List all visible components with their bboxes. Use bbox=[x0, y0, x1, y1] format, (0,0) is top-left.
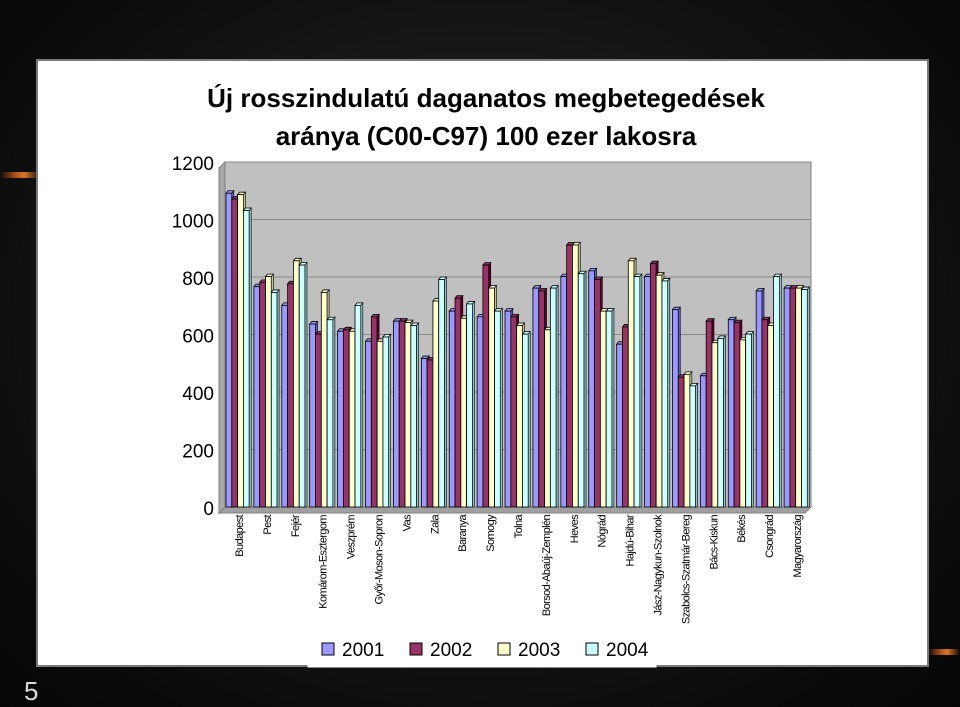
plot-area bbox=[217, 160, 813, 515]
legend-label: 2001 bbox=[342, 640, 384, 661]
x-tick-label: Borsod-Abaúj-Zemplén bbox=[541, 515, 553, 617]
x-tick-label: Zala bbox=[429, 514, 441, 534]
bar bbox=[549, 284, 559, 508]
legend-swatch bbox=[497, 642, 511, 656]
legend-entry: 2001 bbox=[321, 640, 384, 661]
bar bbox=[800, 286, 811, 508]
decorative-streak-left bbox=[0, 172, 40, 178]
legend-entry: 2004 bbox=[585, 640, 649, 661]
x-tick-label: Jász-Nagykun-Szolnok bbox=[653, 514, 665, 616]
y-tick-label: 0 bbox=[203, 499, 214, 520]
x-tick-label: Hajdú-Bihar bbox=[625, 514, 637, 566]
decorative-streak-right bbox=[928, 649, 960, 655]
bar bbox=[689, 382, 699, 508]
x-tick-label: Fejér bbox=[290, 514, 302, 537]
legend-label: 2004 bbox=[606, 640, 649, 661]
x-tick-label: Bács-Kiskun bbox=[708, 515, 720, 570]
bar bbox=[270, 289, 280, 508]
legend-entry: 2003 bbox=[497, 640, 560, 661]
x-tick-label: Baranya bbox=[457, 514, 469, 552]
x-tick-label: Pest bbox=[262, 514, 274, 534]
bar bbox=[493, 307, 504, 508]
legend-label: 2002 bbox=[430, 640, 472, 661]
plot-wall bbox=[218, 160, 226, 515]
bar bbox=[298, 261, 308, 508]
x-tick-label: Csongrád bbox=[764, 515, 776, 558]
legend-swatch bbox=[585, 642, 599, 656]
x-tick-label: Békés bbox=[736, 514, 748, 543]
chart: Új rosszindulatú daganatos megbetegedése… bbox=[172, 83, 813, 668]
y-tick-label: 400 bbox=[182, 384, 214, 405]
bar bbox=[633, 273, 643, 508]
x-tick-label: Komárom-Esztergom bbox=[318, 515, 330, 609]
y-tick-label: 800 bbox=[182, 269, 214, 290]
y-tick-label: 200 bbox=[182, 442, 214, 463]
page-number: 5 bbox=[24, 676, 39, 706]
legend-label: 2003 bbox=[518, 640, 560, 661]
bar bbox=[465, 300, 476, 508]
bar bbox=[716, 335, 727, 508]
bar bbox=[661, 277, 671, 508]
x-tick-label: Magyarország bbox=[792, 515, 804, 578]
x-tick-label: Tolna bbox=[513, 514, 525, 539]
chart-title-line: Új rosszindulatú daganatos megbetegedése… bbox=[207, 83, 765, 113]
legend-swatch bbox=[409, 642, 423, 656]
y-tick-label: 1200 bbox=[172, 154, 214, 175]
plot-floor bbox=[217, 506, 813, 514]
chart-title: Új rosszindulatú daganatos megbetegedése… bbox=[207, 83, 765, 151]
y-tick-label: 1000 bbox=[172, 212, 214, 233]
y-axis: 0 200 400 600 800 1000 1200 bbox=[172, 154, 214, 520]
bar bbox=[577, 270, 587, 508]
x-tick-label: Budapest bbox=[234, 514, 246, 556]
x-tick-label: Veszprém bbox=[346, 515, 358, 560]
legend: 2001 2002 2003 2004 bbox=[307, 632, 657, 668]
bar bbox=[354, 302, 364, 508]
x-tick-label: Győr-Moson-Sopron bbox=[373, 515, 385, 605]
y-tick-label: 600 bbox=[182, 327, 214, 348]
legend-entry: 2002 bbox=[409, 640, 472, 661]
chart-title-line: aránya (C00-C97) 100 ezer lakosra bbox=[276, 121, 697, 151]
bar bbox=[772, 273, 783, 508]
legend-swatch bbox=[321, 642, 335, 656]
bar bbox=[242, 207, 253, 508]
bar bbox=[326, 316, 336, 508]
bar bbox=[409, 322, 420, 508]
bar bbox=[382, 333, 392, 508]
x-tick-label: Vas bbox=[401, 514, 413, 531]
bar bbox=[605, 307, 615, 508]
bar bbox=[437, 276, 448, 508]
x-tick-label: Szabolcs-Szatmár-Bereg bbox=[680, 515, 692, 625]
x-tick-label: Heves bbox=[569, 514, 581, 543]
bar bbox=[521, 330, 532, 508]
x-tick-label: Nógrád bbox=[597, 515, 609, 548]
x-axis: Budapest Pest Fejér Komárom-Esztergom Veszpr… bbox=[234, 514, 804, 625]
x-tick-label: Somogy bbox=[485, 514, 497, 552]
slide-frame: Új rosszindulatú daganatos megbetegedése… bbox=[36, 59, 929, 668]
bar bbox=[744, 330, 755, 508]
